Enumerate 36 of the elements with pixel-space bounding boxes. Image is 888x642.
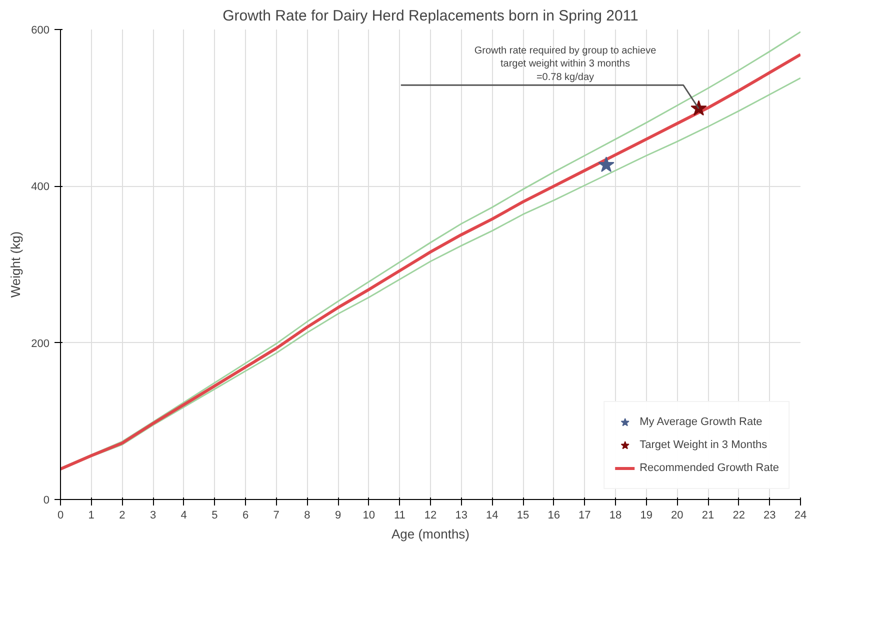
x-tick-label: 10: [362, 510, 375, 522]
x-tick-label: 5: [212, 510, 218, 522]
x-tick-label: 22: [732, 510, 745, 522]
y-tick-label: 600: [31, 24, 50, 36]
x-tick-label: 8: [304, 510, 310, 522]
x-tick-label: 0: [57, 510, 64, 522]
y-tick-label: 0: [43, 494, 50, 506]
legend-label: Recommended Growth Rate: [640, 462, 779, 474]
x-tick-label: 18: [609, 510, 622, 522]
x-tick-label: 14: [486, 510, 498, 522]
x-tick-label: 15: [516, 510, 530, 522]
x-tick-label: 12: [424, 510, 437, 522]
legend-label: Target Weight in 3 Months: [640, 439, 768, 451]
y-tick-label: 200: [31, 338, 50, 350]
x-axis-title: Age (months): [391, 526, 470, 542]
x-tick-label: 9: [334, 510, 342, 522]
legend-label: My Average Growth Rate: [640, 416, 762, 428]
x-tick-label: 7: [273, 510, 280, 522]
x-tick-label: 17: [578, 510, 591, 522]
x-tick-label: 6: [242, 510, 249, 522]
chart-title: Growth Rate for Dairy Herd Replacements born in Spring 2011: [222, 8, 638, 24]
y-axis-title: Weight (kg): [8, 231, 24, 298]
x-tick-label: 1: [88, 510, 94, 522]
annotation: Growth rate required by group to achieve target weight within 3 months =0.78 kg/day: [474, 45, 657, 83]
x-tick-label: 21: [702, 510, 714, 522]
x-tick-label: 3: [150, 510, 156, 522]
x-tick-label: 19: [640, 510, 652, 522]
x-tick-label: 11: [394, 510, 406, 522]
x-tick-label: 2: [119, 510, 126, 522]
x-tick-label: 4: [180, 510, 187, 522]
x-tick-label: 23: [764, 510, 776, 522]
x-tick-label: 13: [455, 510, 468, 522]
x-tick-label: 16: [548, 510, 560, 522]
y-tick-label: 400: [31, 181, 50, 194]
x-tick-label: 20: [671, 510, 684, 522]
x-tick-label: 24: [794, 510, 807, 522]
